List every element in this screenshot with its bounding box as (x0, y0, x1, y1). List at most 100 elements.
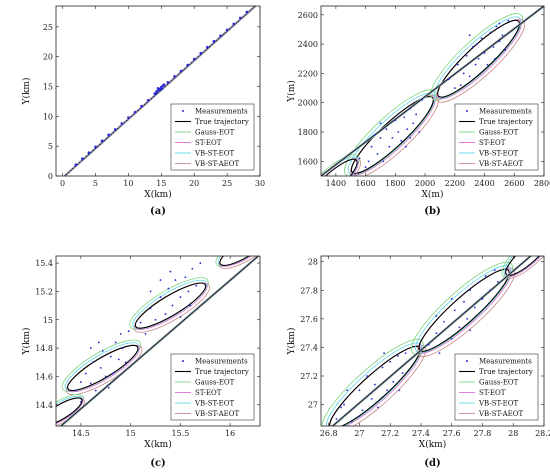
plot-frame (320, 5, 545, 177)
true-trajectory-ellipse (134, 282, 207, 329)
chart-panel-1: 0 5 10 15 20 25 30 0 5 10 15 20 25 X(km) Y(km) Measurem… (21, 5, 265, 217)
measurement-point (494, 57, 496, 60)
legend-entry: True trajectory (195, 118, 249, 126)
measurement-point (498, 22, 501, 25)
y-tick-label: 0 (48, 172, 53, 181)
measurement-point (117, 358, 120, 361)
legend: Measurements True trajectory Gauss-EOT ST-E… (170, 103, 255, 171)
legend-entry: Gauss-EOT (195, 379, 235, 387)
x-tick-label: 27.2 (381, 429, 399, 438)
measurement-point (480, 37, 483, 40)
measurement-point (450, 337, 453, 340)
legend-box (170, 353, 255, 421)
x-tick-label: 20 (189, 179, 199, 188)
panel-label: (d) (424, 458, 440, 469)
extent-ellipse-group (344, 89, 439, 176)
y-tick-label: 2400 (298, 40, 318, 49)
legend-entry: Measurements (479, 358, 532, 366)
measurement-point (127, 116, 130, 119)
x-tick-label: 2600 (504, 179, 524, 188)
measurement-point (496, 280, 499, 283)
measurement-point (146, 98, 150, 102)
measurement-point (463, 300, 465, 303)
x-tick-label: 0 (60, 179, 65, 188)
measurement-point (174, 279, 177, 281)
measurement-point (238, 16, 242, 20)
x-tick-label: 27.6 (443, 429, 461, 438)
measurement-point (469, 329, 472, 332)
measurement-point (409, 136, 412, 139)
legend-entry: VB-ST-AEOT (194, 410, 240, 418)
measurement-point (343, 403, 345, 406)
measurement-point (191, 267, 194, 270)
measurement-point (400, 139, 403, 142)
x-tick-label: 27.8 (474, 429, 492, 438)
x-tick-label: 5 (93, 179, 98, 188)
measurement-point (109, 355, 112, 358)
vb-st-aeot-ellipse (218, 256, 260, 269)
measurement-point (379, 122, 382, 125)
y-axis-label: Y(km) (21, 328, 32, 356)
x-axis-label: X(km) (144, 439, 171, 450)
y-tick-label: 15.2 (35, 287, 53, 296)
plot-frame (320, 255, 545, 427)
measurement-point (101, 350, 104, 352)
x-tick-label: 16 (225, 429, 235, 438)
x-tick-label: 2200 (445, 179, 465, 188)
x-tick-label: 28.2 (535, 429, 550, 438)
x-axis-label: X(km) (419, 439, 446, 450)
measurement-point (219, 34, 222, 38)
extent-ellipse-group (61, 339, 143, 396)
chart-panel-2: 1400 1600 1800 2000 2200 2400 2600 2800 1600 1800… (286, 5, 550, 217)
measurement-point (396, 355, 399, 357)
measurement-point (358, 389, 361, 392)
measurement-point (403, 116, 406, 119)
measurement-point (232, 22, 235, 26)
x-tick-label: 2000 (415, 179, 435, 188)
measurement-point (187, 290, 190, 293)
measurement-point (385, 128, 388, 131)
measurement-point (119, 333, 122, 335)
y-tick-label: 14.6 (35, 372, 53, 381)
panel-label: (b) (424, 206, 440, 217)
legend-marker-measurements (182, 360, 184, 362)
y-tick-label: 15.4 (35, 259, 53, 268)
measurement-point (364, 166, 367, 169)
legend-entry: Measurements (195, 108, 248, 116)
y-tick-label: 10 (43, 112, 53, 121)
measurement-point (156, 87, 160, 90)
vb-st-aeot-ellipse (321, 158, 361, 176)
measurement-point (381, 366, 384, 369)
legend: Measurements True trajectory Gauss-EOT ST-E… (454, 353, 539, 421)
measurement-point (443, 320, 445, 323)
measurement-point (346, 389, 349, 392)
measurement-point (388, 145, 391, 148)
measurement-point (206, 45, 209, 49)
legend-box (454, 353, 539, 421)
measurement-point (350, 420, 353, 423)
measurement-point (94, 145, 97, 149)
measurement-point (114, 341, 117, 344)
true-trajectory-line (321, 6, 544, 176)
measurement-point (160, 87, 164, 91)
y-tick-label: 2000 (298, 99, 318, 108)
measurement-point (167, 287, 170, 290)
measurement-point (159, 279, 162, 281)
measurement-point (481, 297, 484, 300)
measurement-point (453, 309, 456, 312)
legend-entry: Measurements (195, 358, 248, 366)
x-tick-label: 14.5 (72, 429, 90, 438)
measurement-point (386, 389, 389, 392)
x-tick-label: 26.8 (320, 429, 338, 438)
measurement-point (406, 128, 409, 131)
measurement-point (140, 104, 143, 108)
measurement-point (199, 51, 203, 55)
measurement-point (89, 382, 92, 385)
measurement-point (107, 386, 110, 389)
measurement-point (159, 296, 162, 298)
measurement-point (91, 361, 94, 364)
measurement-point (394, 119, 397, 122)
measurement-point (421, 98, 423, 101)
measurement-point (456, 63, 459, 66)
measurement-point (473, 306, 476, 309)
